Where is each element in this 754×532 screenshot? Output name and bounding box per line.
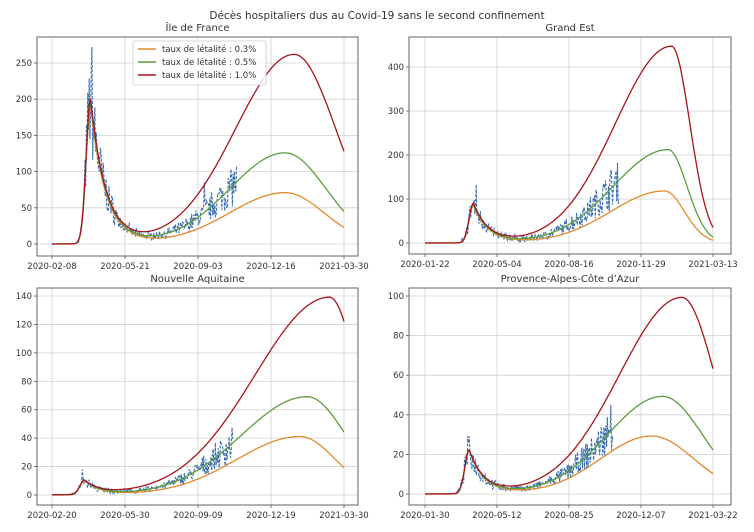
x-tick-label: 2020-12-07: [616, 511, 665, 521]
x-tick-label: 2021-03-22: [688, 511, 737, 521]
panel-title: Provence-Alpes-Côte d’Azur: [501, 273, 641, 285]
plot-area: [425, 45, 714, 244]
y-tick-label: 140: [16, 292, 32, 302]
y-tick-label: 80: [393, 332, 404, 342]
x-tick-label: 2020-09-09: [173, 511, 222, 521]
x-tick-label: 2020-12-19: [246, 511, 295, 521]
y-tick-label: 60: [21, 406, 32, 416]
y-tick-label: 50: [21, 204, 32, 214]
y-tick-label: 100: [388, 292, 404, 302]
legend-label: taux de létalité : 0.3%: [162, 44, 256, 55]
panel-3: 2020-02-20 2020-05-30 2020-09-09 2020-12-19…: [16, 274, 369, 521]
x-tick-label: 2020-05-04: [472, 260, 521, 270]
y-tick-label: 120: [16, 320, 32, 330]
x-tick-label: 2020-05-30: [100, 511, 149, 521]
y-tick-label: 0: [399, 239, 404, 249]
y-tick-label: 100: [16, 168, 32, 178]
y-tick-label: 200: [388, 151, 404, 161]
plot-area: [425, 296, 714, 495]
y-tick-label: 20: [393, 450, 404, 460]
x-tick-label: 2020-09-03: [173, 262, 222, 272]
observed-deaths-line: [77, 47, 238, 244]
y-tick-label: 100: [16, 349, 32, 359]
panel-title: Grand Est: [545, 23, 594, 34]
plot-area: [52, 296, 345, 496]
y-tick-label: 60: [393, 371, 404, 381]
panel-title: Nouvelle Aquitaine: [150, 274, 244, 285]
series-line-rate-1-0: [425, 296, 714, 495]
series-line-rate-1-0: [52, 296, 345, 496]
y-tick-label: 40: [21, 434, 32, 444]
x-tick-label: 2020-08-25: [544, 511, 593, 521]
x-tick-label: 2020-11-29: [616, 260, 665, 270]
x-tick-label: 2020-12-16: [246, 262, 295, 272]
series-line-rate-1-0: [425, 45, 714, 244]
y-tick-label: 100: [388, 195, 404, 205]
y-tick-label: 200: [16, 95, 32, 105]
y-tick-label: 300: [388, 107, 404, 117]
y-tick-label: 20: [21, 463, 32, 473]
axes-frame: [36, 36, 359, 257]
panel-title: Île de France: [165, 21, 230, 34]
x-tick-label: 2020-05-12: [472, 511, 521, 521]
legend-box: [132, 40, 267, 86]
y-tick-label: 40: [393, 411, 404, 421]
panel-2: 2020-01-22 2020-05-04 2020-08-16 2020-11-29…: [388, 23, 738, 270]
y-tick-label: 0: [399, 490, 404, 500]
x-tick-label: 2020-02-08: [27, 262, 76, 272]
series-line-rate-0-5: [52, 396, 345, 496]
y-tick-label: 80: [21, 377, 32, 387]
x-tick-label: 2021-03-30: [319, 511, 368, 521]
panel-1: 2020-02-08 2020-05-21 2020-09-03 2020-12-16…: [16, 21, 369, 272]
series-line-rate-1-0: [52, 53, 345, 245]
panel-4: 2020-01-30 2020-05-12 2020-08-25 2020-12-07…: [388, 273, 738, 521]
plot-area: [52, 47, 345, 245]
y-tick-label: 400: [388, 63, 404, 73]
y-tick-label: 0: [27, 240, 32, 250]
y-tick-label: 150: [16, 131, 32, 141]
x-tick-label: 2020-01-22: [400, 260, 449, 270]
x-tick-label: 2020-02-20: [27, 511, 76, 521]
x-tick-label: 2021-03-13: [688, 260, 737, 270]
x-tick-label: 2020-08-16: [544, 260, 593, 270]
y-tick-label: 250: [16, 59, 32, 69]
legend: taux de létalité : 0.3% taux de létalité …: [132, 40, 267, 86]
axes-frame: [408, 287, 732, 506]
x-tick-label: 2020-01-30: [400, 511, 449, 521]
legend-label: taux de létalité : 1.0%: [162, 70, 256, 81]
x-tick-label: 2020-05-21: [100, 262, 149, 272]
y-tick-label: 0: [27, 491, 32, 501]
axes-frame: [408, 36, 732, 255]
figure-title: Décès hospitaliers dus au Covid-19 sans …: [209, 10, 544, 22]
axes-frame: [36, 287, 359, 506]
x-tick-label: 2021-03-30: [319, 262, 368, 272]
observed-deaths-line: [456, 404, 614, 494]
series-line-rate-0-5: [425, 148, 714, 244]
legend-label: taux de létalité : 0.5%: [162, 57, 256, 68]
